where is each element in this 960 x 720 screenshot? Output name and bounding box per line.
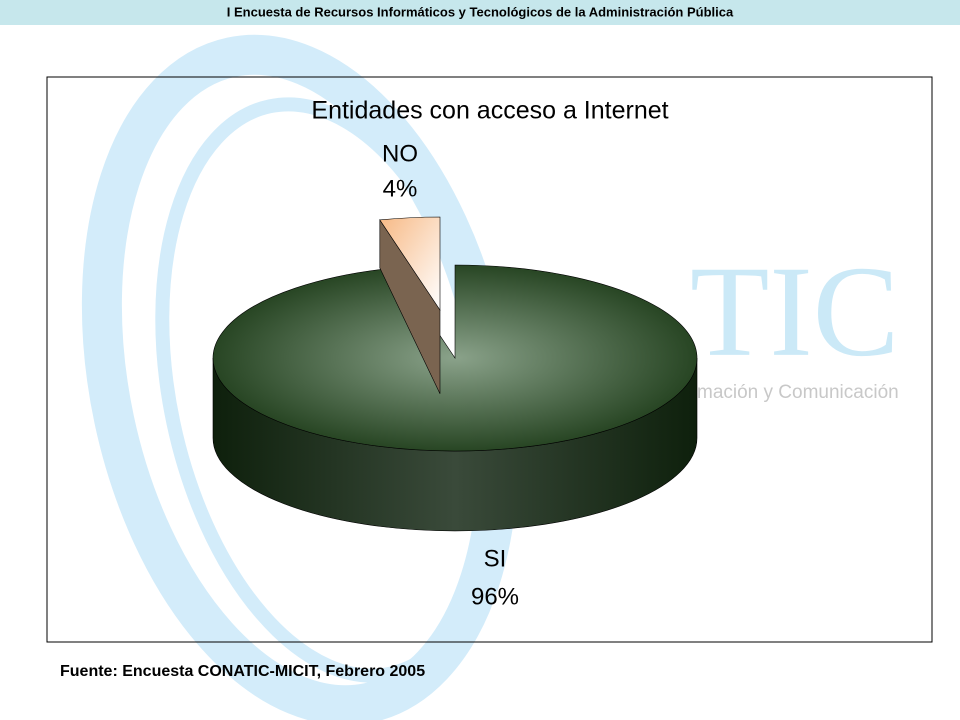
chart-frame — [46, 76, 933, 643]
data-label: SI — [484, 545, 507, 572]
data-label: 4% — [383, 175, 418, 202]
data-label: 96% — [471, 583, 519, 610]
header-title: I Encuesta de Recursos Informáticos y Te… — [227, 4, 734, 19]
source-note: Fuente: Encuesta CONATIC-MICIT, Febrero … — [60, 663, 425, 680]
pie-slice — [212, 264, 698, 532]
pie-slice — [379, 216, 441, 394]
slice-top — [379, 216, 441, 311]
pie: SI 96% NO 4% — [212, 140, 698, 610]
watermark-logo: TIC — [690, 240, 899, 384]
header-bar — [0, 0, 960, 25]
watermark-tagline: mación y Comunicación — [697, 382, 899, 403]
data-label: NO — [382, 140, 418, 167]
slice-top — [212, 264, 698, 452]
chart-title: Entidades con acceso a Internet — [311, 97, 668, 125]
